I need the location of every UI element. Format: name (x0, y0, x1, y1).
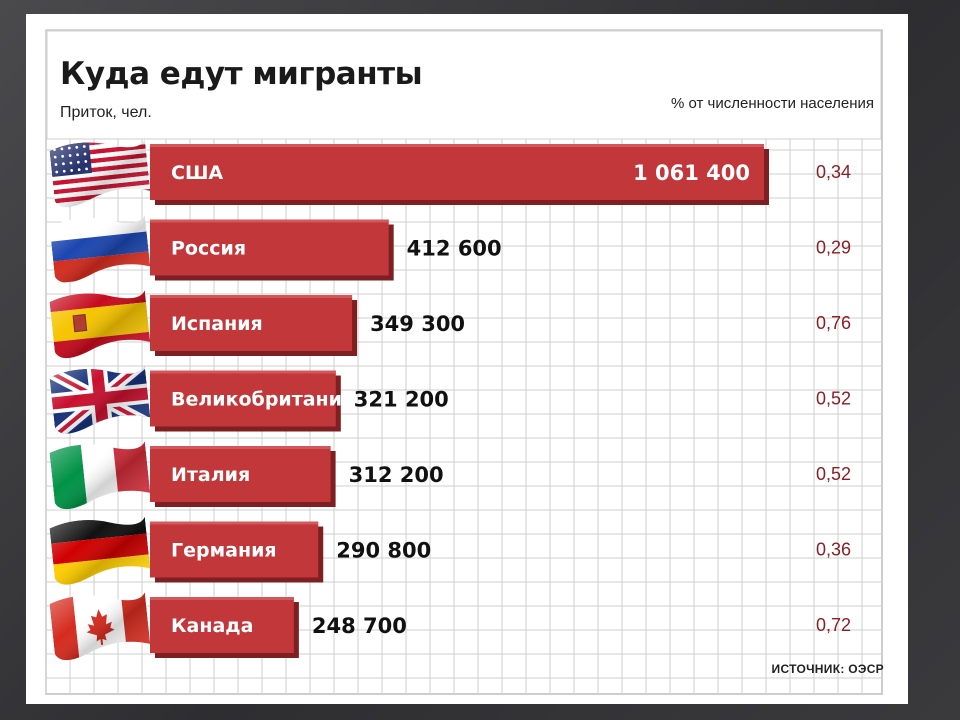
category-label: Великобритания (171, 389, 354, 411)
unit-label-left: Приток, чел. (60, 104, 152, 121)
category-label: Россия (171, 238, 246, 260)
value-label: 290 800 (336, 539, 431, 563)
bar (150, 144, 764, 200)
bar (150, 597, 294, 653)
category-label: Канада (171, 615, 253, 637)
spain-flag-icon (49, 287, 152, 360)
chart: США 1 061 400 0,34 Россия 412 600 0,29 Испания… (45, 29, 883, 695)
category-label: Германия (171, 540, 277, 562)
uk-flag-icon (49, 362, 152, 435)
category-label: Италия (171, 464, 250, 486)
germany-flag-icon (49, 513, 152, 586)
bar (150, 370, 336, 427)
value-label: 349 300 (370, 312, 465, 336)
value-label: 1 061 400 (633, 161, 750, 185)
bar (150, 295, 353, 351)
category-label: Испания (171, 313, 263, 335)
percent-label: 0,52 (816, 464, 851, 484)
percent-label: 0,76 (816, 313, 851, 333)
chart-title: Куда едут мигранты (60, 56, 423, 92)
bar (150, 521, 319, 578)
value-label: 248 700 (312, 614, 407, 638)
percent-label: 0,72 (816, 615, 851, 635)
usa-flag-icon (49, 136, 152, 209)
percent-label: 0,34 (816, 162, 851, 182)
percent-label: 0,36 (816, 540, 851, 560)
unit-label-right: % от численности населения (670, 95, 874, 112)
bar (150, 219, 389, 276)
bar (150, 446, 331, 502)
value-label: 412 600 (407, 237, 502, 261)
percent-label: 0,52 (816, 389, 851, 409)
value-label: 312 200 (349, 463, 444, 487)
canada-flag-icon (49, 589, 152, 662)
source-note: ИСТОЧНИК: ОЭСР (771, 662, 884, 676)
value-label: 321 200 (354, 388, 449, 412)
infographic-card: США 1 061 400 0,34 Россия 412 600 0,29 Испания… (26, 14, 908, 704)
grid (45, 29, 883, 695)
italy-flag-icon (49, 438, 152, 511)
percent-label: 0,29 (816, 238, 851, 258)
category-label: США (171, 162, 223, 184)
